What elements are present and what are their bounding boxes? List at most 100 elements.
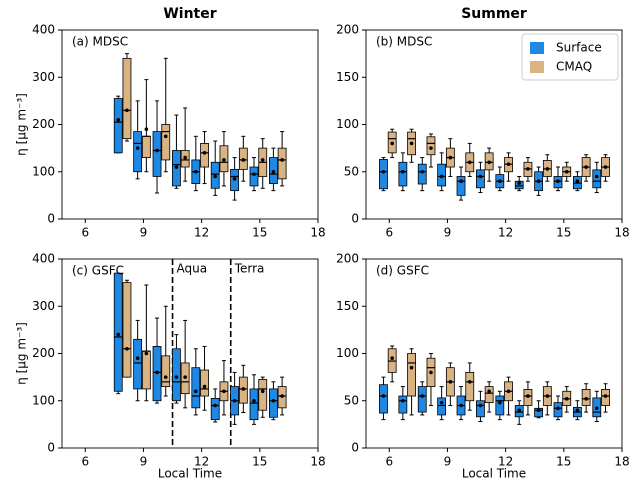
overpass-label: Terra — [234, 262, 265, 276]
mean-dot — [467, 160, 472, 165]
mean-dot — [174, 165, 179, 169]
mean-dot — [271, 169, 276, 174]
mean-dot — [241, 387, 246, 391]
x-axis-label: Local Time — [462, 467, 526, 481]
x-tick-label: 18 — [614, 455, 629, 469]
mean-dot — [252, 398, 256, 403]
panel-label: (d) GSFC — [376, 264, 429, 278]
mean-dot — [487, 160, 491, 165]
mean-dot — [564, 169, 569, 174]
x-tick-label: 9 — [140, 455, 148, 469]
mean-dot — [222, 158, 226, 162]
mean-dot — [575, 408, 580, 413]
panel-label: (c) GSFC — [72, 264, 124, 278]
mean-dot — [252, 172, 256, 176]
mean-dot — [556, 406, 560, 411]
mean-dot — [213, 403, 218, 408]
box — [133, 338, 143, 390]
mean-dot — [564, 397, 569, 401]
y-tick-label: 400 — [32, 252, 55, 266]
box — [456, 176, 466, 196]
legend-frame — [521, 33, 619, 81]
mean-dot — [584, 165, 588, 169]
mean-dot — [459, 403, 463, 408]
y-tick-label: 300 — [32, 299, 55, 313]
plot-frame — [61, 29, 319, 220]
x-tick-label: 12 — [498, 455, 513, 469]
mean-dot — [260, 389, 265, 394]
mean-dot — [202, 384, 207, 389]
mean-dot — [144, 351, 149, 356]
column-title: Summer — [461, 6, 527, 22]
mean-dot — [487, 389, 491, 394]
x-tick-label: 18 — [310, 455, 325, 469]
box — [191, 367, 201, 409]
mean-dot — [536, 179, 541, 183]
box — [407, 353, 416, 397]
mean-dot — [213, 174, 218, 179]
box — [122, 57, 132, 140]
box — [141, 350, 151, 390]
plot-frame — [365, 258, 623, 449]
box — [592, 169, 602, 189]
box — [379, 384, 388, 414]
mean-dot — [556, 179, 560, 183]
box — [484, 386, 494, 404]
mean-dot — [409, 365, 414, 370]
x-tick-label: 9 — [140, 226, 148, 240]
mean-dot — [202, 151, 207, 155]
x-tick-label: 15 — [556, 455, 571, 469]
panel-label: (b) MDSC — [376, 35, 432, 49]
x-tick-label: 6 — [81, 455, 89, 469]
mean-dot — [241, 158, 246, 162]
mean-dot — [194, 169, 198, 174]
mean-dot — [526, 394, 530, 398]
mean-dot — [603, 394, 608, 398]
mean-dot — [280, 394, 284, 398]
mean-dot — [183, 375, 187, 379]
x-tick-label: 6 — [385, 226, 393, 240]
y-axis-label: η [μg m⁻³] — [15, 322, 29, 385]
mean-dot — [280, 158, 284, 162]
x-tick-label: 18 — [614, 226, 629, 240]
column-title: Winter — [163, 6, 216, 22]
x-tick-label: 15 — [252, 455, 267, 469]
box — [476, 400, 485, 418]
mean-dot — [478, 174, 483, 179]
mean-dot — [439, 174, 444, 179]
x-tick-label: 9 — [444, 226, 452, 240]
box — [122, 282, 132, 378]
box — [514, 180, 524, 190]
y-tick-label: 0 — [47, 441, 55, 455]
mean-dot — [135, 356, 140, 361]
box — [417, 163, 427, 185]
mean-dot — [506, 389, 511, 394]
mean-dot — [448, 380, 453, 384]
y-tick-label: 100 — [32, 393, 55, 407]
box — [249, 166, 259, 187]
mean-dot — [420, 394, 425, 398]
mean-dot — [232, 398, 237, 403]
box — [495, 395, 505, 416]
y-tick-label: 0 — [351, 441, 359, 455]
x-axis-label: Local Time — [158, 467, 222, 481]
y-tick-label: 50 — [344, 393, 359, 407]
mean-dot — [125, 108, 129, 113]
box — [133, 131, 143, 173]
x-tick-label: 12 — [194, 455, 209, 469]
y-tick-label: 0 — [47, 212, 55, 226]
y-tick-label: 100 — [336, 346, 359, 360]
mean-dot — [390, 141, 394, 146]
mean-dot — [125, 346, 129, 351]
y-tick-label: 200 — [336, 252, 359, 266]
mean-dot — [429, 370, 433, 375]
y-tick-label: 200 — [32, 117, 55, 131]
y-tick-label: 200 — [336, 23, 359, 37]
box — [268, 388, 278, 418]
mean-dot — [420, 169, 425, 174]
box — [200, 369, 209, 397]
x-tick-label: 18 — [310, 226, 325, 240]
mean-dot — [116, 117, 121, 122]
mean-dot — [163, 134, 168, 139]
